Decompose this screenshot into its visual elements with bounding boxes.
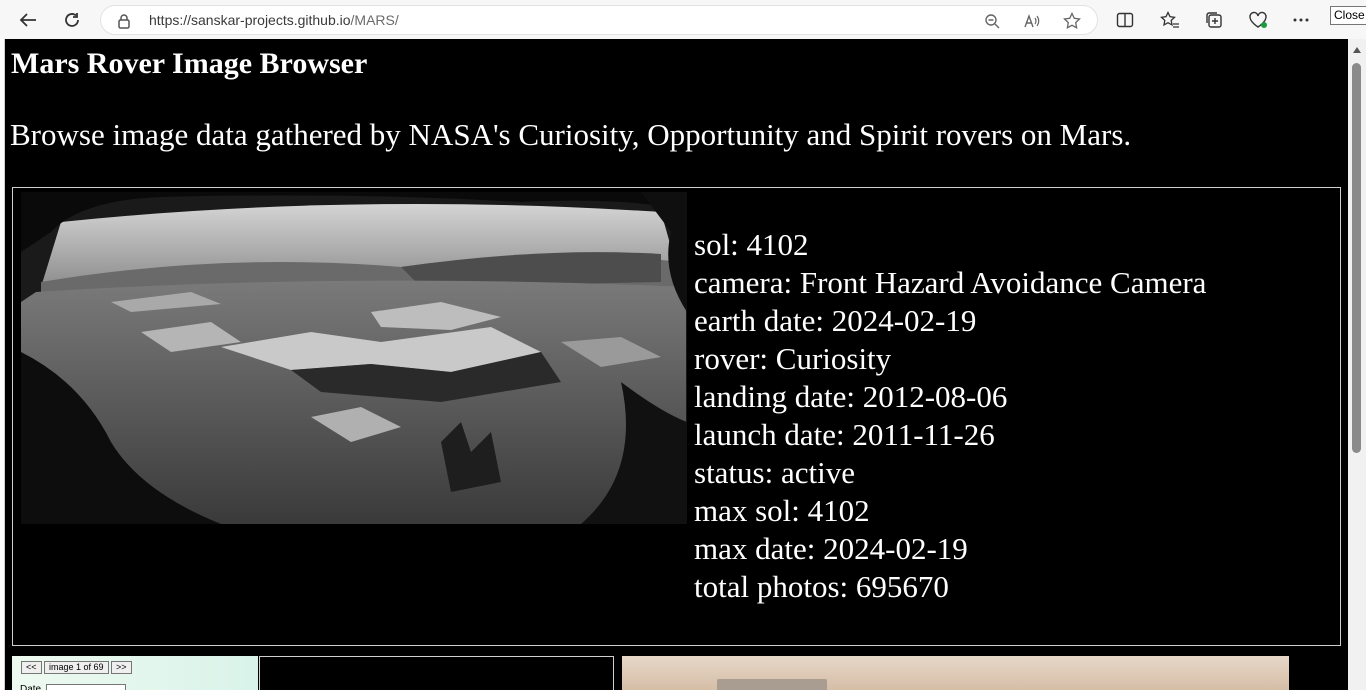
info-status: status: active: [694, 455, 855, 490]
info-camera: camera: Front Hazard Avoidance Camera: [694, 265, 1207, 300]
rover-photo[interactable]: [21, 192, 687, 524]
browser-toolbar: https://sanskar-projects.github.io/MARS/…: [0, 0, 1366, 39]
favorites-icon[interactable]: [1159, 9, 1181, 31]
split-screen-icon[interactable]: [1114, 9, 1136, 31]
browser-essentials-icon[interactable]: [1247, 9, 1269, 31]
url-host: https://sanskar-projects.github.io: [149, 12, 351, 28]
info-max-sol: max sol: 4102: [694, 493, 870, 528]
image-counter-button[interactable]: image 1 of 69: [44, 661, 109, 674]
info-rover: rover: Curiosity: [694, 341, 892, 376]
date-input[interactable]: [46, 684, 126, 690]
vertical-scrollbar[interactable]: [1348, 39, 1366, 690]
zoom-out-icon[interactable]: [983, 12, 1001, 30]
collections-icon[interactable]: [1203, 9, 1225, 31]
url-path: /MARS/: [350, 12, 399, 28]
back-arrow-icon: [19, 13, 36, 27]
next-image-button[interactable]: >>: [111, 661, 132, 674]
scrollbar-thumb[interactable]: [1352, 63, 1361, 453]
info-sol: sol: 4102: [694, 227, 809, 262]
prev-image-button[interactable]: <<: [21, 661, 42, 674]
url-text[interactable]: https://sanskar-projects.github.io/MARS/: [149, 12, 399, 28]
address-bar[interactable]: https://sanskar-projects.github.io/MARS/: [100, 5, 1098, 35]
pager-panel: << image 1 of 69 >> Date: [12, 656, 258, 690]
thumbnail-object: [717, 679, 827, 690]
refresh-icon: [65, 13, 79, 27]
close-tooltip: Close: [1330, 6, 1366, 25]
read-aloud-icon[interactable]: [1023, 12, 1041, 30]
info-total-photos: total photos: 695670: [694, 569, 949, 604]
image-viewer-panel: sol: 4102 camera: Front Hazard Avoidance…: [12, 187, 1341, 646]
page-subtitle: Browse image data gathered by NASA's Cur…: [10, 117, 1132, 152]
date-label: Date: [20, 684, 42, 690]
page-viewport: Mars Rover Image Browser Browse image da…: [4, 39, 1348, 690]
scroll-up-arrow-icon[interactable]: [1353, 47, 1361, 53]
info-max-date: max date: 2024-02-19: [694, 531, 968, 566]
refresh-button[interactable]: [58, 6, 86, 34]
back-button[interactable]: [14, 6, 42, 34]
info-launch-date: launch date: 2011-11-26: [694, 417, 995, 452]
info-landing-date: landing date: 2012-08-06: [694, 379, 1008, 414]
thumbnail-image[interactable]: [622, 656, 1289, 690]
lock-icon: [117, 13, 131, 34]
favorite-star-icon[interactable]: [1063, 12, 1081, 30]
info-earth-date: earth date: 2024-02-19: [694, 303, 977, 338]
page-title: Mars Rover Image Browser: [11, 47, 368, 80]
photo-metadata: sol: 4102 camera: Front Hazard Avoidance…: [694, 226, 1206, 606]
more-menu-icon[interactable]: [1290, 9, 1312, 31]
empty-panel: [259, 656, 614, 690]
